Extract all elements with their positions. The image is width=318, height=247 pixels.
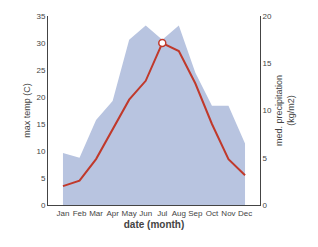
svg-text:20: 20	[263, 12, 272, 21]
svg-text:15: 15	[36, 120, 45, 129]
svg-text:Jan: Jan	[57, 209, 70, 218]
svg-text:Aug: Aug	[172, 209, 186, 218]
svg-text:35: 35	[36, 12, 45, 21]
svg-text:Dec: Dec	[238, 209, 252, 218]
svg-text:Jun: Jun	[139, 209, 152, 218]
svg-text:5: 5	[263, 154, 268, 163]
svg-text:Oct: Oct	[206, 209, 219, 218]
svg-text:25: 25	[36, 66, 45, 75]
svg-text:max temp (C): max temp (C)	[22, 83, 32, 138]
svg-text:Sep: Sep	[188, 209, 203, 218]
svg-text:0: 0	[41, 201, 46, 210]
svg-text:30: 30	[36, 39, 45, 48]
svg-text:15: 15	[263, 59, 272, 68]
svg-text:0: 0	[263, 201, 268, 210]
svg-text:Nov: Nov	[221, 209, 235, 218]
svg-text:May: May	[122, 209, 137, 218]
svg-text:Mar: Mar	[89, 209, 103, 218]
svg-text:10: 10	[36, 147, 45, 156]
svg-text:5: 5	[41, 174, 46, 183]
svg-text:Jul: Jul	[157, 209, 167, 218]
svg-text:Feb: Feb	[73, 209, 87, 218]
svg-text:20: 20	[36, 93, 45, 102]
svg-text:10: 10	[263, 106, 272, 115]
svg-text:med. precipitation(kg/m2): med. precipitation(kg/m2)	[274, 75, 296, 146]
svg-text:date (month): date (month)	[124, 219, 185, 230]
svg-text:Apr: Apr	[106, 209, 119, 218]
